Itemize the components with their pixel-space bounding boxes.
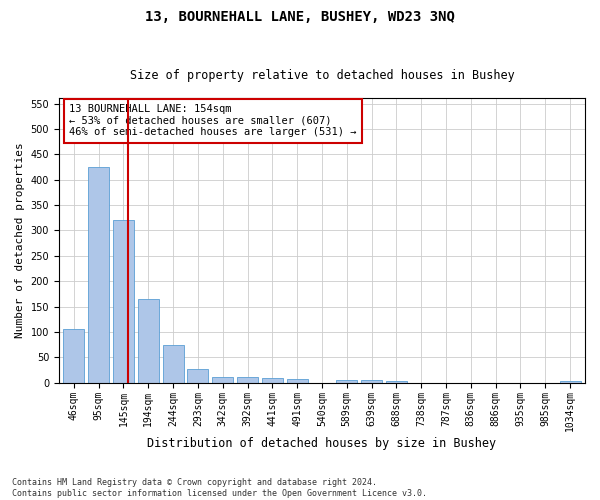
Bar (361, 380, 382, 382)
Title: Size of property relative to detached houses in Bushey: Size of property relative to detached ho… (130, 69, 514, 82)
Text: Contains HM Land Registry data © Crown copyright and database right 2024.
Contai: Contains HM Land Registry data © Crown c… (12, 478, 427, 498)
Bar (163, 344, 184, 383)
Bar (137, 299, 159, 382)
Bar (237, 376, 258, 382)
Bar (560, 380, 581, 382)
Bar (262, 378, 283, 382)
Y-axis label: Number of detached properties: Number of detached properties (15, 142, 25, 338)
Bar (63, 330, 85, 382)
Bar (336, 380, 358, 382)
Bar (88, 167, 109, 382)
Bar (287, 379, 308, 382)
Bar (187, 369, 208, 382)
Bar (113, 220, 134, 382)
Bar (212, 376, 233, 382)
Text: 13 BOURNEHALL LANE: 154sqm
← 53% of detached houses are smaller (607)
46% of sem: 13 BOURNEHALL LANE: 154sqm ← 53% of deta… (70, 104, 357, 138)
X-axis label: Distribution of detached houses by size in Bushey: Distribution of detached houses by size … (148, 437, 497, 450)
Text: 13, BOURNEHALL LANE, BUSHEY, WD23 3NQ: 13, BOURNEHALL LANE, BUSHEY, WD23 3NQ (145, 10, 455, 24)
Bar (386, 381, 407, 382)
